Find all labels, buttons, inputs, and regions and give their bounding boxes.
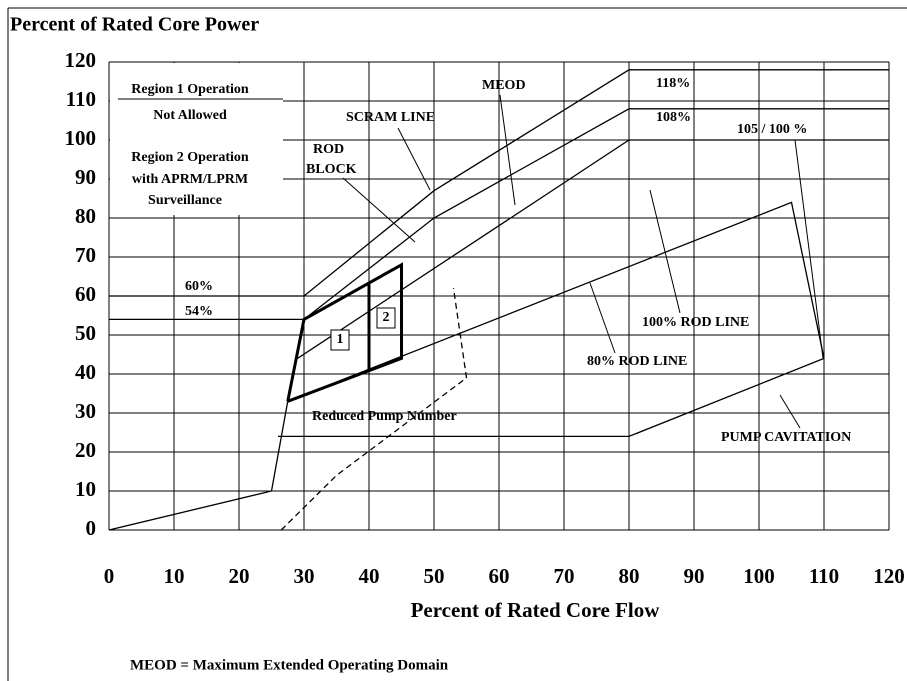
annotation: 105 / 100 % [737,122,807,137]
x-axis-label: Percent of Rated Core Flow [411,598,661,622]
curve [287,201,825,402]
curve [297,139,889,359]
region-box [110,63,283,215]
annotation: 100% ROD LINE [642,315,749,330]
x-tick-label: 50 [424,564,445,588]
x-tick-label: 100 [743,564,775,588]
marks [108,69,889,531]
x-tick-label: 120 [873,564,905,588]
annotation: Region 2 Operation [131,150,249,165]
annotation: 80% ROD LINE [587,354,687,369]
leader [499,94,516,206]
annotation: 60% [185,279,213,294]
x-tick-label: 0 [104,564,115,588]
curve [109,108,889,321]
y-tick-label: 80 [75,204,96,228]
curve [280,288,468,531]
y-tick-label: 10 [75,477,96,501]
leader [589,282,616,354]
curve [109,69,889,297]
leader [779,394,801,429]
y-tick-label: 0 [86,516,97,540]
leaders [118,94,824,429]
annotation: Region 1 Operation [131,82,249,97]
y-tick-label: 110 [66,87,96,111]
label-box [330,329,350,351]
annotation: 118% [656,76,690,91]
annotation: SCRAM LINE [346,110,435,125]
footnote: MEOD = Maximum Extended Operating Domain [130,657,449,673]
x-tick-label: 20 [229,564,250,588]
chart-title: Percent of Rated Core Power [10,14,259,36]
y-tick-label: 60 [75,282,96,306]
x-tick-label: 110 [809,564,839,588]
annotations: Region 1 Operation Not Allowed Region 2 Op… [131,76,851,445]
y-tick-label: 20 [75,438,96,462]
leader [649,189,681,314]
annotation: 108% [656,110,691,125]
curve [278,357,825,438]
annotation: 2 [383,310,390,325]
annotation: ROD [313,142,344,157]
y-tick-label: 30 [75,399,96,423]
leader [342,177,416,243]
x-tick-label: 90 [684,564,705,588]
annotation: MEOD [482,78,526,93]
x-tick-label: 10 [164,564,185,588]
annotation: Not Allowed [153,108,227,123]
annotation: with APRM/LPRM [132,172,248,187]
annotation: 1 [337,332,344,347]
y-tick-label: 50 [75,321,96,345]
y-tick-label: 120 [65,48,97,72]
leader [794,139,824,359]
grid: 0 10 20 30 40 50 60 70 80 90 100 110 120 0 10 20 30 40 50 6… [65,48,905,588]
x-tick-label: 80 [619,564,640,588]
x-tick-label: 60 [489,564,510,588]
annotation: Reduced Pump Number [312,409,457,424]
label-box [376,307,396,329]
y-tick-label: 70 [75,243,96,267]
x-tick-label: 30 [294,564,315,588]
x-tick-label: 40 [359,564,380,588]
x-tick-label: 70 [554,564,575,588]
y-tick-label: 100 [65,126,97,150]
annotation: PUMP CAVITATION [721,430,851,445]
leader [397,127,431,191]
y-tick-label: 90 [75,165,96,189]
annotation: Surveillance [148,193,222,208]
annotation: 54% [185,304,213,319]
annotation: BLOCK [306,162,357,177]
y-tick-label: 40 [75,360,96,384]
curve [286,262,403,403]
curve [108,401,289,531]
